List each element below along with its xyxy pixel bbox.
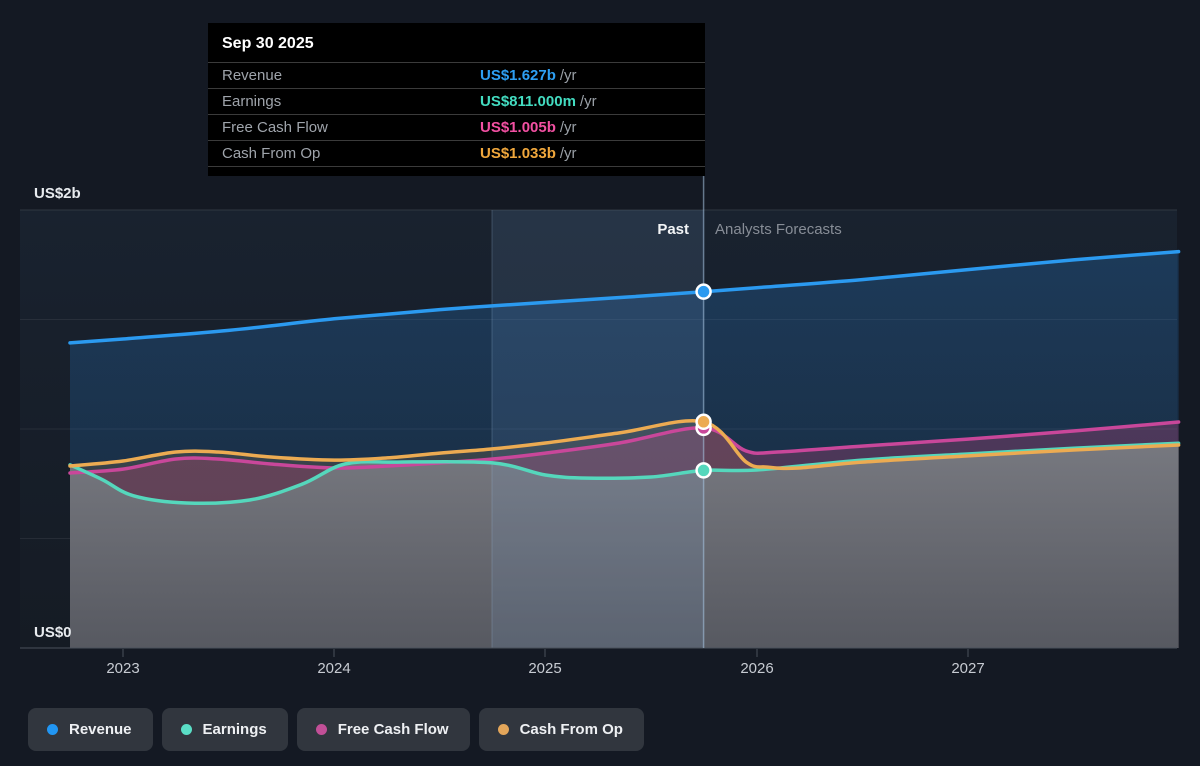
series-areas [70, 251, 1179, 648]
y-axis-top-label: US$2b [34, 185, 81, 202]
tooltip-suffix: /yr [559, 67, 577, 84]
tooltip-row-revenue: Revenue US$1.627b/yr [208, 62, 705, 88]
series-lines [68, 249, 1181, 506]
revenue-dot-icon [47, 724, 58, 735]
tooltip-label: Earnings [222, 93, 282, 110]
legend-item-earnings[interactable]: Earnings [161, 708, 288, 751]
x-tick-2023: 2023 [106, 660, 139, 677]
tooltip-value: US$1.627b [480, 67, 556, 84]
tooltip-row-free-cash-flow: Free Cash Flow US$1.005b/yr [208, 114, 705, 140]
earnings-dot-icon [180, 724, 192, 735]
highlight-band [491, 210, 704, 648]
tooltip-suffix: /yr [559, 119, 577, 136]
tooltip-value: US$1.005b [480, 119, 556, 136]
cash-from-op-dot-icon [497, 724, 509, 735]
tooltip-value: US$811.000m [480, 93, 576, 110]
x-tick-2027: 2027 [951, 660, 984, 677]
legend-item-revenue[interactable]: Revenue [28, 708, 153, 751]
legend-item-cash-from-op[interactable]: Cash From Op [478, 708, 644, 751]
tooltip-suffix: /yr [559, 145, 577, 162]
legend-item-free-cash-flow[interactable]: Free Cash Flow [296, 708, 470, 751]
analysts-forecasts-label: Analysts Forecasts [715, 221, 842, 238]
tooltip-row-cash-from-op: Cash From Op US$1.033b/yr [208, 140, 705, 167]
series-markers[interactable] [695, 283, 712, 479]
tooltip-label: Revenue [222, 67, 283, 84]
chart-tooltip: Sep 30 2025 Revenue US$1.627b/yr Earning… [208, 23, 705, 176]
tooltip-value: US$1.033b [480, 145, 556, 162]
tooltip-label: Free Cash Flow [222, 119, 328, 136]
tooltip-row-earnings: Earnings US$811.000m/yr [208, 88, 705, 114]
free-cash-flow-dot-icon [315, 724, 327, 735]
tooltip-suffix: /yr [579, 93, 597, 110]
y-axis-bottom-label: US$0 [34, 624, 72, 641]
chart-legend: Revenue Earnings Free Cash Flow Cash Fro… [28, 708, 644, 751]
tooltip-label: Cash From Op [222, 145, 321, 162]
x-axis [20, 647, 1177, 657]
legend-label: Cash From Op [519, 721, 623, 738]
past-label: Past [657, 221, 689, 238]
x-tick-2026: 2026 [740, 660, 773, 677]
tooltip-date: Sep 30 2025 [222, 35, 314, 52]
legend-label: Free Cash Flow [337, 721, 449, 738]
x-tick-2025: 2025 [528, 660, 561, 677]
legend-label: Revenue [69, 721, 132, 738]
x-tick-2024: 2024 [317, 660, 350, 677]
legend-label: Earnings [202, 721, 267, 738]
